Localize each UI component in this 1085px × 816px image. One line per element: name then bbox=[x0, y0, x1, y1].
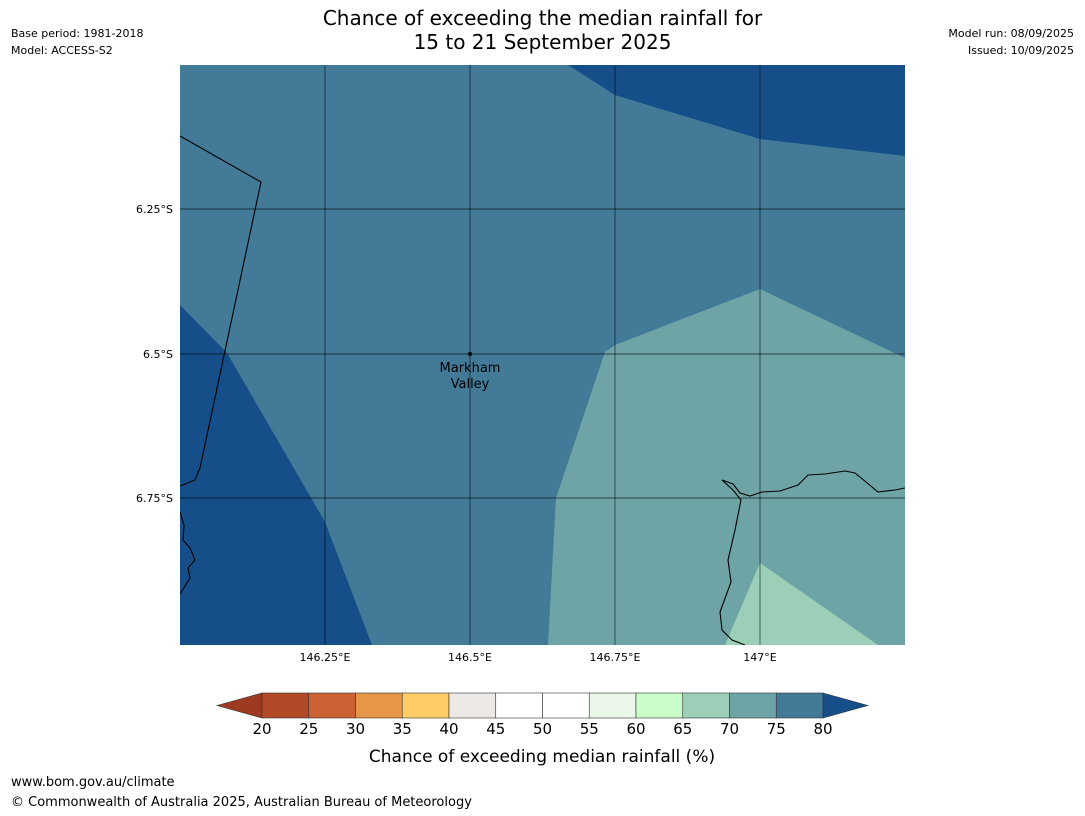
colorbar-title: Chance of exceeding median rainfall (%) bbox=[369, 747, 715, 767]
graticule bbox=[180, 65, 905, 645]
colorbar-tick-label: 40 bbox=[439, 720, 458, 738]
colorbar-segment bbox=[355, 692, 403, 719]
colorbar-tick-label: 45 bbox=[486, 720, 505, 738]
model-name: Model: ACCESS-S2 bbox=[11, 44, 113, 57]
colorbar-tick-label: 60 bbox=[626, 720, 645, 738]
lat-label: 6.5°S bbox=[143, 348, 173, 361]
lat-label: 6.25°S bbox=[136, 203, 173, 216]
colorbar-tick-label: 65 bbox=[673, 720, 692, 738]
colorbar-tick-label: 75 bbox=[767, 720, 786, 738]
colorbar-segment bbox=[682, 692, 730, 719]
colorbar-segment bbox=[635, 692, 684, 719]
colorbar-tick-label: 55 bbox=[580, 720, 599, 738]
lon-label: 146.75°E bbox=[590, 651, 641, 664]
colorbar-high-arrow bbox=[822, 692, 870, 719]
longitude-labels: 146.25°E 146.5°E 146.75°E 147°E bbox=[300, 651, 777, 664]
colorbar-segment bbox=[261, 692, 310, 719]
map-title: Chance of exceeding the median rainfall … bbox=[0, 6, 1085, 54]
colorbar-tick-label: 25 bbox=[299, 720, 318, 738]
zone-65-70 bbox=[725, 563, 878, 645]
colorbar-tick-label: 80 bbox=[813, 720, 832, 738]
west-coastline bbox=[180, 511, 196, 595]
zone-above-80-west bbox=[180, 305, 372, 645]
east-coastline bbox=[719, 470, 905, 645]
colorbar-tick-label: 50 bbox=[533, 720, 552, 738]
colorbar-tick-label: 20 bbox=[252, 720, 271, 738]
footer-copyright: © Commonwealth of Australia 2025, Austra… bbox=[11, 795, 472, 810]
map-area: Markham Valley bbox=[180, 65, 905, 645]
colorbar-segment bbox=[729, 692, 777, 719]
colorbar: 20 25 30 35 40 45 50 55 60 65 70 75 80 bbox=[215, 692, 870, 738]
colorbar-tick-label: 70 bbox=[720, 720, 739, 738]
zone-70-75 bbox=[548, 289, 905, 645]
base-period: Base period: 1981-2018 bbox=[11, 27, 144, 40]
colorbar-segment bbox=[588, 692, 637, 719]
colorbar-segment bbox=[775, 692, 824, 719]
title-line-2: 15 to 21 September 2025 bbox=[413, 30, 672, 54]
province-boundary bbox=[180, 135, 262, 487]
colorbar-segment bbox=[495, 692, 543, 719]
issued-date: Issued: 10/09/2025 bbox=[967, 44, 1074, 57]
place-marker bbox=[468, 352, 472, 356]
lon-label: 147°E bbox=[743, 651, 776, 664]
colorbar-tick-label: 30 bbox=[346, 720, 365, 738]
colorbar-segment bbox=[308, 692, 356, 719]
lon-label: 146.5°E bbox=[448, 651, 492, 664]
colorbar-segment bbox=[542, 692, 590, 719]
colorbar-segment bbox=[401, 692, 450, 719]
colorbar-segment bbox=[448, 692, 497, 719]
lon-label: 146.25°E bbox=[300, 651, 351, 664]
coastlines bbox=[180, 135, 905, 645]
colorbar-low-arrow bbox=[215, 692, 263, 719]
latitude-labels: 6.25°S 6.5°S 6.75°S bbox=[136, 203, 173, 505]
meta-right: Model run: 08/09/2025 Issued: 10/09/2025 bbox=[948, 25, 1074, 59]
meta-left: Base period: 1981-2018 Model: ACCESS-S2 bbox=[11, 25, 143, 59]
lat-label: 6.75°S bbox=[136, 492, 173, 505]
place-label-line-1: Markham bbox=[440, 361, 501, 376]
model-run: Model run: 08/09/2025 bbox=[948, 27, 1074, 40]
colorbar-tick-label: 35 bbox=[393, 720, 412, 738]
title-line-1: Chance of exceeding the median rainfall … bbox=[322, 6, 763, 30]
footer-url: www.bom.gov.au/climate bbox=[11, 775, 175, 790]
zone-above-80-north bbox=[568, 65, 905, 156]
place-label-line-2: Valley bbox=[451, 377, 490, 392]
